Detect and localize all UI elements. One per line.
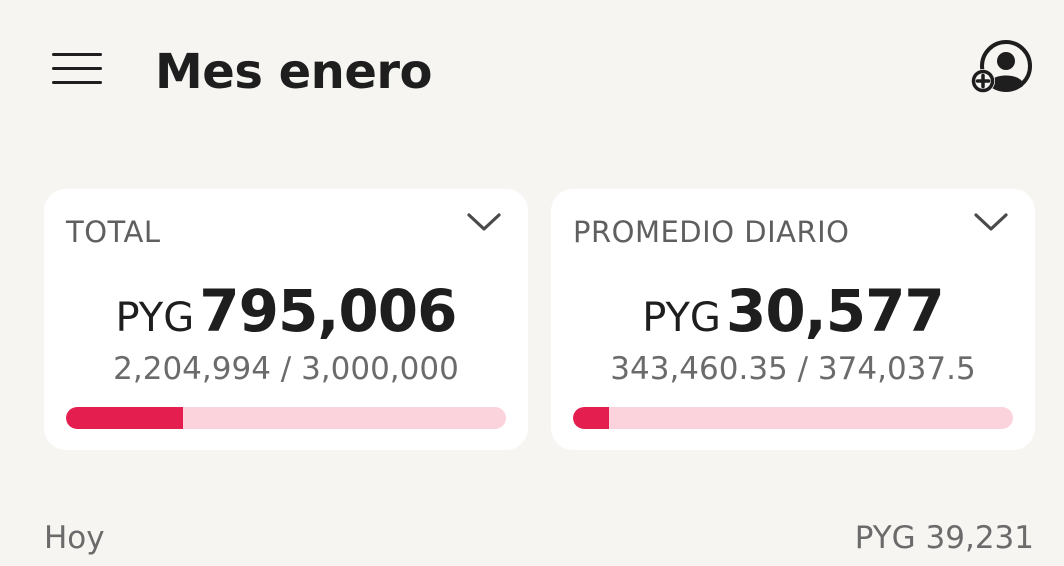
total-progress-bar [66,407,506,429]
total-expand-button[interactable] [464,207,504,237]
today-label: Hoy [44,520,105,556]
total-card[interactable]: TOTAL PYG 795,006 2,204,994 / 3,000,000 [44,189,528,450]
daily-average-value: 30,577 [725,277,945,345]
total-progress-fill [66,407,183,429]
total-currency: PYG [115,295,195,341]
total-value: 795,006 [199,277,457,345]
total-amount: PYG 795,006 [44,277,528,345]
daily-average-progress-fill [573,407,610,429]
menu-button[interactable] [44,40,110,98]
add-user-button[interactable] [966,36,1038,100]
app-bar: Mes enero [0,0,1064,150]
daily-average-detail: 343,460.35 / 374,037.5 [610,351,976,387]
daily-average-progress-bar [573,407,1013,429]
chevron-down-icon [467,213,501,231]
person-add-icon [971,40,1032,93]
daily-average-amount: PYG 30,577 [551,277,1035,345]
today-amount: PYG 39,231 [854,520,1034,556]
hamburger-menu-icon [52,52,102,86]
chevron-down-icon [974,213,1008,231]
daily-average-expand-button[interactable] [971,207,1011,237]
daily-average-card[interactable]: PROMEDIO DIARIO PYG 30,577 343,460.35 / … [551,189,1035,450]
daily-average-currency: PYG [642,295,721,341]
total-card-label: TOTAL [66,215,161,249]
daily-average-card-label: PROMEDIO DIARIO [573,215,850,249]
total-detail: 2,204,994 / 3,000,000 [113,351,459,387]
page-title: Mes enero [155,44,433,100]
